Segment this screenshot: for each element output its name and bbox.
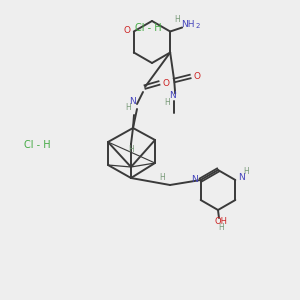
Text: Cl - H: Cl - H xyxy=(24,140,50,150)
Text: Cl - H: Cl - H xyxy=(135,23,161,33)
Text: H: H xyxy=(164,98,170,107)
Text: NH: NH xyxy=(182,20,195,29)
Text: 2: 2 xyxy=(196,23,200,29)
Text: H: H xyxy=(125,103,131,112)
Text: N: N xyxy=(169,91,175,100)
Text: H: H xyxy=(128,146,134,154)
Text: H: H xyxy=(218,224,224,232)
Text: N: N xyxy=(238,172,245,182)
Text: H: H xyxy=(243,167,249,176)
Text: O: O xyxy=(163,79,170,88)
Text: N: N xyxy=(130,97,136,106)
Text: H: H xyxy=(174,15,180,24)
Text: OH: OH xyxy=(214,217,227,226)
Text: O: O xyxy=(123,26,130,35)
Text: O: O xyxy=(194,72,201,81)
Text: H: H xyxy=(159,172,165,182)
Text: N: N xyxy=(191,176,198,184)
